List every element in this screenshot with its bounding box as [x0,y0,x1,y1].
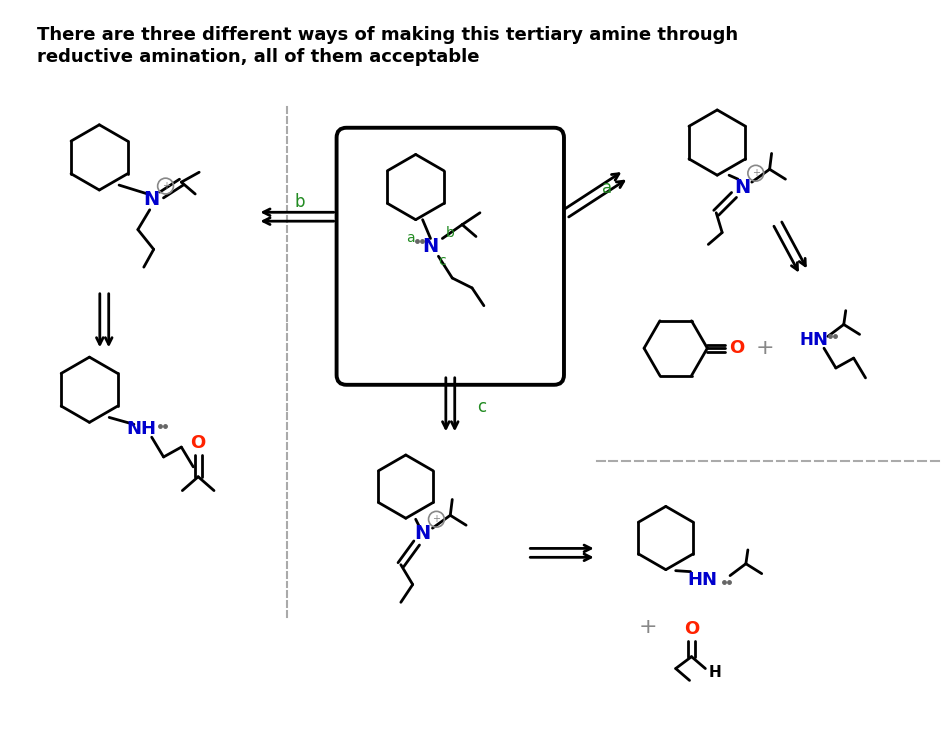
Text: O: O [730,339,745,357]
Text: +: + [432,515,441,524]
Text: +: + [638,617,657,637]
Text: a: a [602,179,613,197]
Text: b: b [446,225,455,239]
Text: c: c [477,398,486,415]
Text: NH: NH [127,421,157,438]
Text: H: H [799,331,813,349]
Text: N: N [414,523,430,542]
Text: b: b [294,193,305,211]
Text: c: c [439,254,446,268]
Text: N: N [423,237,439,256]
Text: a: a [407,231,415,245]
Text: N: N [812,331,827,349]
Text: O: O [191,434,206,452]
Text: H: H [709,665,722,680]
Text: There are three different ways of making this tertiary amine through: There are three different ways of making… [37,26,738,44]
FancyBboxPatch shape [336,128,564,385]
Text: reductive amination, all of them acceptable: reductive amination, all of them accepta… [37,48,480,65]
Text: N: N [143,190,160,209]
Text: HN: HN [688,570,717,589]
Text: +: + [751,168,760,178]
Text: N: N [733,178,750,197]
Text: +: + [755,338,774,358]
Text: +: + [162,181,169,191]
Text: O: O [684,620,699,638]
